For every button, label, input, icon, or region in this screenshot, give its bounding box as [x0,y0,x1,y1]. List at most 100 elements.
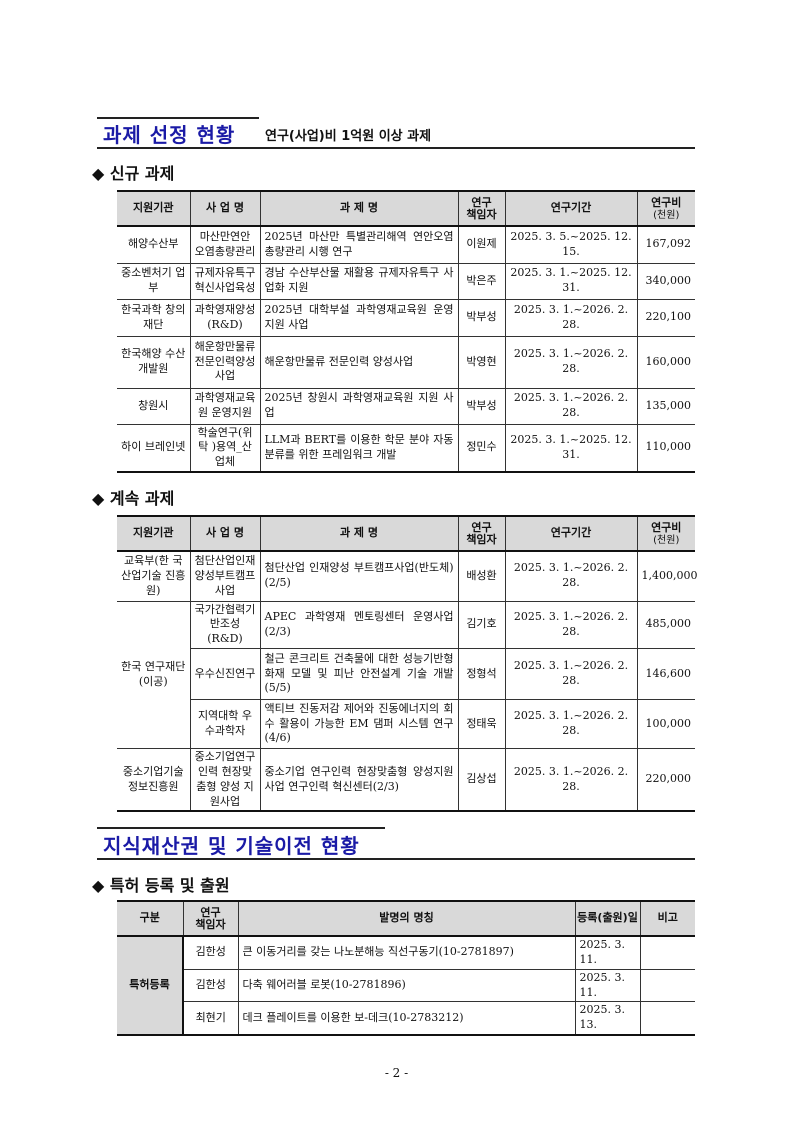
continuing-projects-table: 지원기관 사 업 명 과 제 명 연구 책임자 연구기간 연구비 (천원) 교육부… [117,515,697,813]
project-cell: 철근 콘크리트 건축물에 대한 성능기반형 화재 모델 및 피난 안전설계 기술… [259,648,459,701]
col-category: 구분 [117,900,184,937]
col-invention: 발명의 명칭 [237,900,576,937]
period-cell: 2025. 3. 1.~2026. 2. 28. [504,550,638,602]
section-title-ip: 지식재산권 및 기술이전 현황 [103,834,360,858]
amount-cell: 485,000 [636,600,695,650]
agency-cell: 해양수산부 [117,225,191,264]
title-bottom-rule [97,858,695,860]
col-agency: 지원기관 [117,190,191,227]
amount-cell: 160,000 [636,335,695,389]
amount-cell: 167,092 [636,225,695,264]
col-project: 과 제 명 [259,515,459,552]
amount-cell: 135,000 [636,387,695,425]
agency-cell: 하이 브레인넷 [117,423,191,473]
program-cell: 마산만연안 오염총량관리 [189,225,261,264]
agency-cell: 중소기업기술 정보진흥원 [117,748,191,812]
pi-cell: 김기호 [457,600,506,650]
table-row: 지역대학 우수과학자 액티브 진동저감 제어와 진동에너지의 회수 활용이 가능… [117,699,695,750]
table-row: 중소기업기술 정보진흥원 중소기업연구인력 현장맞춤형 양성 지원사업 중소기업… [117,748,695,812]
heading-new-projects: ◆ 신규 과제 [92,164,175,183]
pi-cell: 박은주 [457,262,506,300]
title-top-rule [97,827,385,829]
col-note: 비고 [639,900,695,937]
period-cell: 2025. 3. 1.~2026. 2. 28. [504,298,638,337]
program-cell: 중소기업연구인력 현장맞춤형 양성 지원사업 [189,748,261,812]
project-cell: 2025년 대학부설 과학영재교육원 운영 지원 사업 [259,298,459,337]
program-cell: 국가간협력기 반조성(R&D) [189,600,261,650]
agency-cell: 중소벤처기 업부 [117,262,191,300]
col-pi: 연구 책임자 [182,900,239,937]
amount-label: 연구비 [651,521,682,535]
note-cell [639,1001,695,1036]
agency-cell: 한국과학 창의재단 [117,298,191,337]
period-cell: 2025. 3. 1.~2025. 12. 31. [504,262,638,300]
period-cell: 2025. 3. 1.~2026. 2. 28. [504,387,638,425]
col-period: 연구기간 [504,515,638,552]
invention-cell: 큰 이동거리를 갖는 나노분해능 직선구동기(10-2781897) [237,935,576,970]
pi-cell: 정형석 [457,648,506,701]
project-cell: LLM과 BERT를 이용한 학문 분야 자동분류를 위한 프레임워크 개발 [259,423,459,473]
program-cell: 첨단산업인재 양성부트캠프 사업 [189,550,261,602]
title-top-rule [97,117,259,119]
date-cell: 2025. 3. 11. [574,968,641,1003]
invention-cell: 다축 웨어러블 로봇(10-2781896) [237,968,576,1003]
table-row: 교육부(한 국산업기술 진흥원) 첨단산업인재 양성부트캠프 사업 첨단산업 인… [117,550,697,602]
pi-cell: 정태욱 [457,699,506,750]
period-cell: 2025. 3. 1.~2026. 2. 28. [504,699,638,750]
col-agency: 지원기관 [117,515,191,552]
agency-cell: 한국해양 수산개발원 [117,335,191,389]
table-row: 한국 연구재단 (이공) 국가간협력기 반조성(R&D) APEC 과학영재 멘… [117,600,695,750]
amount-cell: 110,000 [636,423,695,473]
pi-cell: 김상섭 [457,748,506,812]
project-cell: 2025년 창원시 과학영재교육원 지원 사업 [259,387,459,425]
note-cell [639,968,695,1003]
col-pi: 연구 책임자 [457,190,506,227]
pi-cell: 정민수 [457,423,506,473]
period-cell: 2025. 3. 1.~2026. 2. 28. [504,335,638,389]
project-cell: APEC 과학영재 멘토링센터 운영사업 (2/3) [259,600,459,650]
project-cell: 첨단산업 인재양성 부트캠프사업(반도체)(2/5) [259,550,459,602]
col-amount: 연구비 (천원) [636,190,695,227]
agency-cell: 창원시 [117,387,191,425]
table-row: 하이 브레인넷 학술연구(위탁 )용역_산업체 LLM과 BERT를 이용한 학문 … [117,423,695,473]
project-cell: 액티브 진동저감 제어와 진동에너지의 회수 활용이 가능한 EM 댐퍼 시스템… [259,699,459,750]
table-row: 우수신진연구 철근 콘크리트 건축물에 대한 성능기반형 화재 모델 및 피난 … [117,648,695,701]
pi-cell: 최현기 [183,1001,239,1036]
amount-cell: 146,600 [636,648,695,701]
program-cell: 지역대학 우수과학자 [190,699,261,750]
amount-unit: (천원) [653,209,680,221]
table-row: 중소벤처기 업부 규제자유특구 혁신사업육성 경남 수산부산물 재활용 규제자유특구… [117,262,695,300]
col-pi: 연구 책임자 [457,515,506,552]
category-cell: 특허등록 [117,935,184,1036]
program-cell: 우수신진연구 [190,648,261,701]
page-number: - 2 - [384,1066,409,1080]
col-program: 사 업 명 [189,190,261,227]
amount-cell: 100,000 [636,699,695,750]
table-row: 최현기 데크 플레이트를 이용한 보-데크(10-2783212) 2025. … [117,1001,695,1036]
pi-cell: 박부성 [457,387,506,425]
project-cell: 경남 수산부산물 재활용 규제자유특구 사업화 지원 [259,262,459,300]
pi-cell: 이원제 [457,225,506,264]
date-cell: 2025. 3. 13. [574,1001,641,1036]
agency-cell: 한국 연구재단 (이공) [117,600,191,750]
col-program: 사 업 명 [189,515,261,552]
amount-label: 연구비 [651,196,682,210]
amount-cell: 220,100 [636,298,695,337]
amount-unit: (천원) [653,534,680,546]
table-row: 한국해양 수산개발원 해운항만물류 전문인력양성 사업 해운항만물류 전문인력 양성… [117,335,695,389]
table-row: 창원시 과학영재교육 원 운영지원 2025년 창원시 과학영재교육원 지원 사업 박… [117,387,695,425]
amount-cell: 220,000 [636,748,695,812]
heading-patents: ◆ 특허 등록 및 출원 [92,876,230,895]
col-date: 등록(출원)일 [574,900,641,937]
col-period: 연구기간 [504,190,638,227]
section-subtitle: 연구(사업)비 1억원 이상 과제 [265,129,432,144]
program-cell: 학술연구(위탁 )용역_산업체 [189,423,261,473]
program-cell: 과학영재교육 원 운영지원 [189,387,261,425]
agency-cell: 교육부(한 국산업기술 진흥원) [117,550,191,602]
project-cell: 2025년 마산만 특별관리해역 연안오염 총량관리 시행 연구 [259,225,459,264]
table-row: 특허등록 김한성 큰 이동거리를 갖는 나노분해능 직선구동기(10-27818… [117,935,695,1036]
heading-continuing-projects: ◆ 계속 과제 [92,489,175,508]
period-cell: 2025. 3. 1.~2026. 2. 28. [504,648,638,701]
pi-cell: 배성환 [457,550,506,602]
